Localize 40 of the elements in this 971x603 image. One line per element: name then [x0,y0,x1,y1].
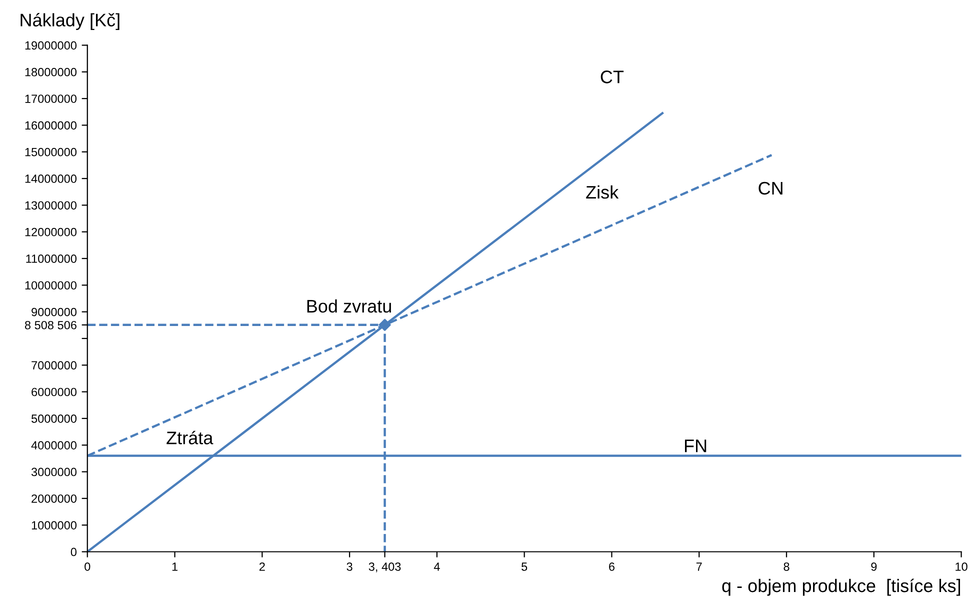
x-tick-label: 3, 403 [368,562,401,572]
y-tick-label: 18000000 [25,68,77,76]
y-tick-label: 16000000 [25,121,77,130]
y-tick-label: 7000000 [32,361,77,370]
annotation: Zisk [586,185,619,199]
x-tick-label: 7 [696,562,702,571]
series-label: CN [758,182,782,195]
y-tick-label: 17000000 [25,94,77,103]
x-tick-label: 2 [259,562,265,571]
x-axis-title: q - objem produkce [tisíce ks] [722,578,960,596]
y-tick-label: 9000000 [32,308,77,316]
x-tick-label: 8 [784,562,790,571]
y-tick-label: 6000000 [32,388,77,396]
y-tick-label: 8 508 506 [24,320,76,330]
y-tick-label: 4000000 [31,441,77,450]
y-axis-title: Náklady [Kč] [20,12,120,30]
x-tick-label: 9 [871,562,877,571]
y-tick-label: 14000000 [25,174,77,183]
x-tick-label: 0 [84,562,90,571]
y-tick-label: 12000000 [25,228,77,236]
text: CT [600,70,624,84]
x-tick-label: 1 [172,562,178,571]
x-tick-label: 3 [346,562,352,571]
y-tick-label: 5000000 [31,414,77,423]
y-tick-label: 13000000 [25,201,77,210]
y-tick-label: 1000000 [32,521,77,530]
y-tick-label: 10000000 [25,281,77,290]
annotation: Ztráta [166,430,214,444]
x-tick-label: 6 [609,562,614,571]
y-tick-label: 2000000 [32,494,77,503]
x-tick-label: 10 [956,562,968,571]
y-tick-label: 11000000 [26,254,77,263]
x-tick-label: 4 [434,562,440,571]
y-tick-label: 15000000 [25,148,77,156]
y-tick-label: 3000000 [31,468,77,476]
y-tick-label: 19000000 [25,41,77,50]
annotation: Bod zvratu [307,299,391,313]
series-label: FN [684,440,706,452]
y-tick-label: 0 [70,548,77,556]
x-tick-label: 5 [522,562,528,571]
